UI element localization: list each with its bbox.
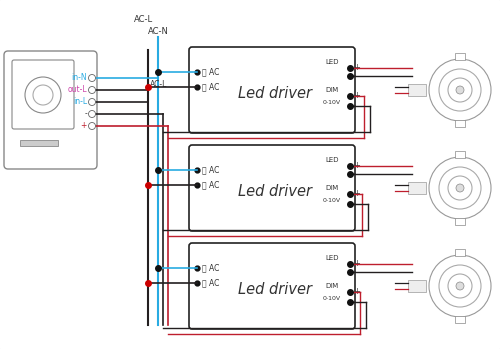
Text: Ⓝ AC: Ⓝ AC xyxy=(202,67,220,76)
Bar xyxy=(20,140,58,146)
Circle shape xyxy=(88,74,96,82)
Text: in-N: in-N xyxy=(72,74,87,82)
Text: Led driver: Led driver xyxy=(238,86,312,101)
Text: DIM: DIM xyxy=(326,87,338,93)
Text: -: - xyxy=(353,267,356,276)
Circle shape xyxy=(429,157,491,219)
Text: -: - xyxy=(353,297,356,306)
Bar xyxy=(408,182,426,194)
Text: AC-L: AC-L xyxy=(150,80,168,89)
Text: out-L: out-L xyxy=(68,86,87,95)
Text: +: + xyxy=(80,121,87,131)
Circle shape xyxy=(439,167,481,209)
Bar xyxy=(455,151,465,158)
Text: +: + xyxy=(353,162,360,171)
Circle shape xyxy=(33,85,53,105)
Text: LED: LED xyxy=(325,157,339,163)
Circle shape xyxy=(456,86,464,94)
Text: -: - xyxy=(353,200,356,208)
FancyBboxPatch shape xyxy=(189,243,355,329)
Circle shape xyxy=(88,98,96,105)
Text: -: - xyxy=(353,170,356,178)
Circle shape xyxy=(439,69,481,111)
Circle shape xyxy=(448,176,472,200)
Text: LED: LED xyxy=(325,255,339,261)
Text: 0-10V: 0-10V xyxy=(323,198,341,202)
Circle shape xyxy=(429,59,491,121)
Text: AC-N: AC-N xyxy=(148,28,169,37)
Circle shape xyxy=(88,122,96,129)
Bar xyxy=(408,84,426,96)
Text: Ⓝ AC: Ⓝ AC xyxy=(202,263,220,273)
Bar xyxy=(455,120,465,127)
Text: in-L: in-L xyxy=(73,97,87,106)
Bar xyxy=(455,53,465,60)
FancyBboxPatch shape xyxy=(4,51,97,169)
Bar xyxy=(455,316,465,323)
Text: 0-10V: 0-10V xyxy=(323,296,341,300)
Text: Led driver: Led driver xyxy=(238,184,312,199)
Circle shape xyxy=(25,77,61,113)
Text: -: - xyxy=(353,72,356,81)
Circle shape xyxy=(456,282,464,290)
Circle shape xyxy=(439,265,481,307)
FancyBboxPatch shape xyxy=(189,47,355,133)
Text: -: - xyxy=(84,110,87,119)
Text: +: + xyxy=(353,260,360,268)
Text: +: + xyxy=(353,288,360,297)
Text: DIM: DIM xyxy=(326,283,338,289)
Circle shape xyxy=(88,111,96,118)
Bar xyxy=(455,218,465,225)
Text: 0-10V: 0-10V xyxy=(323,99,341,104)
Text: Ⓛ AC: Ⓛ AC xyxy=(202,279,220,288)
Text: Ⓛ AC: Ⓛ AC xyxy=(202,82,220,91)
Circle shape xyxy=(448,78,472,102)
Bar xyxy=(455,249,465,256)
Circle shape xyxy=(429,255,491,317)
Text: Ⓝ AC: Ⓝ AC xyxy=(202,165,220,174)
FancyBboxPatch shape xyxy=(12,60,74,129)
Circle shape xyxy=(456,184,464,192)
Text: DIM: DIM xyxy=(326,185,338,191)
Text: Led driver: Led driver xyxy=(238,282,312,297)
Circle shape xyxy=(448,274,472,298)
FancyBboxPatch shape xyxy=(189,145,355,231)
Text: -: - xyxy=(353,102,356,111)
Text: +: + xyxy=(353,64,360,73)
Text: +: + xyxy=(353,91,360,101)
Text: AC-L: AC-L xyxy=(134,15,154,24)
Text: LED: LED xyxy=(325,59,339,65)
Circle shape xyxy=(88,87,96,94)
Text: Ⓛ AC: Ⓛ AC xyxy=(202,180,220,190)
Bar xyxy=(408,280,426,292)
Text: +: + xyxy=(353,190,360,199)
